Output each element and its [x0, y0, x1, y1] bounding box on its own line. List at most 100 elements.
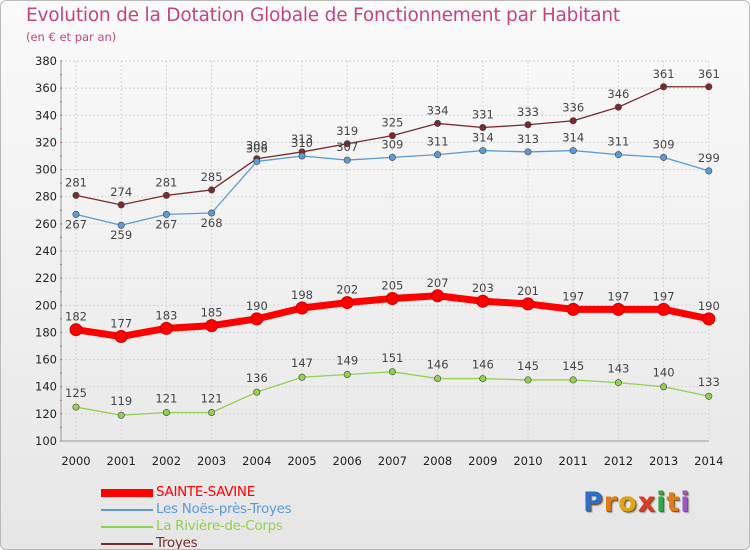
- y-tick-label: 300: [35, 163, 57, 177]
- data-point: [117, 411, 125, 419]
- logo-letter: r: [603, 487, 619, 518]
- data-point: [614, 103, 622, 111]
- data-point: [208, 209, 216, 217]
- data-label: 177: [110, 317, 132, 331]
- x-tick-label: 2004: [242, 454, 271, 468]
- x-tick-label: 2002: [152, 454, 181, 468]
- data-label: 267: [155, 217, 177, 231]
- data-point: [434, 119, 442, 127]
- data-point: [388, 153, 396, 161]
- y-tick-label: 320: [35, 135, 57, 149]
- data-label: 201: [517, 284, 539, 298]
- data-point: [524, 121, 532, 129]
- data-label: 311: [427, 135, 449, 149]
- data-label: 190: [246, 299, 268, 313]
- data-label: 198: [291, 288, 313, 302]
- data-label: 314: [562, 131, 584, 145]
- data-label: 125: [65, 386, 87, 400]
- data-label: 308: [246, 139, 268, 153]
- data-point: [208, 408, 216, 416]
- legend-swatch: [101, 509, 153, 511]
- y-tick-label: 340: [35, 108, 57, 122]
- data-label: 202: [336, 283, 358, 297]
- data-label: 147: [291, 356, 313, 370]
- data-point: [569, 117, 577, 125]
- data-label: 259: [110, 228, 132, 242]
- data-point: [343, 140, 351, 148]
- logo-letter: i: [656, 487, 667, 518]
- data-point: [660, 153, 668, 161]
- y-tick-label: 140: [35, 380, 57, 394]
- data-label: 203: [472, 281, 494, 295]
- data-point: [388, 132, 396, 140]
- x-tick-label: 2013: [649, 454, 678, 468]
- y-tick-label: 260: [35, 217, 57, 231]
- data-point: [114, 330, 128, 343]
- x-tick-label: 2012: [604, 454, 633, 468]
- x-tick-label: 2007: [378, 454, 407, 468]
- data-point: [434, 375, 442, 383]
- y-tick-label: 380: [35, 54, 57, 68]
- data-point: [479, 375, 487, 383]
- data-point: [162, 191, 170, 199]
- data-point: [479, 147, 487, 155]
- data-label: 197: [607, 289, 629, 303]
- data-label: 281: [65, 175, 87, 189]
- data-point: [702, 312, 716, 326]
- data-point: [569, 147, 577, 155]
- data-label: 281: [155, 175, 177, 189]
- y-tick-label: 160: [35, 353, 57, 367]
- x-tick-label: 2011: [559, 454, 588, 468]
- logo-letter: i: [680, 487, 691, 518]
- x-tick-label: 2008: [423, 454, 452, 468]
- data-point: [524, 148, 532, 156]
- data-point: [566, 302, 580, 316]
- data-point: [521, 297, 535, 311]
- data-point: [705, 392, 713, 400]
- x-tick-label: 2001: [107, 454, 136, 468]
- data-point: [340, 296, 354, 310]
- legend-label: Les Noës-près-Troyes: [156, 501, 292, 517]
- data-point: [476, 294, 490, 308]
- x-tick-label: 2006: [333, 454, 362, 468]
- data-label: 361: [653, 67, 675, 81]
- data-point: [660, 83, 668, 91]
- data-label: 311: [607, 135, 629, 149]
- data-label: 307: [336, 140, 358, 154]
- data-point: [117, 221, 125, 229]
- data-labels: 281 274 281 285 308 313 319 325 334 331 333 336 346 3…: [65, 67, 720, 408]
- data-point: [431, 289, 445, 303]
- data-label: 331: [472, 108, 494, 122]
- data-point: [705, 83, 713, 91]
- y-tick-label: 180: [35, 325, 57, 339]
- logo-letter: P: [583, 487, 604, 518]
- data-label: 133: [698, 375, 720, 389]
- axes: 100 120 140 160 180 200 220 240 260 280 300 320 340 3…: [35, 54, 723, 468]
- data-label: 146: [472, 358, 494, 372]
- y-tick-label: 360: [35, 81, 57, 95]
- data-label: 149: [336, 354, 358, 368]
- legend-swatch: [101, 543, 153, 545]
- chart-title: Evolution de la Dotation Globale de Fonc…: [26, 5, 620, 26]
- data-point: [72, 191, 80, 199]
- data-label: 185: [201, 306, 223, 320]
- data-label: 140: [653, 366, 675, 380]
- data-point: [343, 156, 351, 164]
- data-label: 145: [562, 359, 584, 373]
- series-lines: [69, 83, 716, 419]
- data-label: 145: [517, 359, 539, 373]
- y-tick-label: 240: [35, 244, 57, 258]
- legend-swatch: [101, 526, 153, 528]
- y-tick-label: 100: [35, 434, 57, 448]
- x-tick-label: 2014: [694, 454, 723, 468]
- data-label: 285: [201, 170, 223, 184]
- data-label: 306: [246, 141, 268, 155]
- data-point: [611, 302, 625, 316]
- x-tick-label: 2000: [61, 454, 90, 468]
- x-tick-label: 2010: [513, 454, 542, 468]
- data-label: 333: [517, 105, 539, 119]
- data-label: 268: [201, 216, 223, 230]
- y-tick-label: 120: [35, 407, 57, 421]
- data-point: [117, 201, 125, 209]
